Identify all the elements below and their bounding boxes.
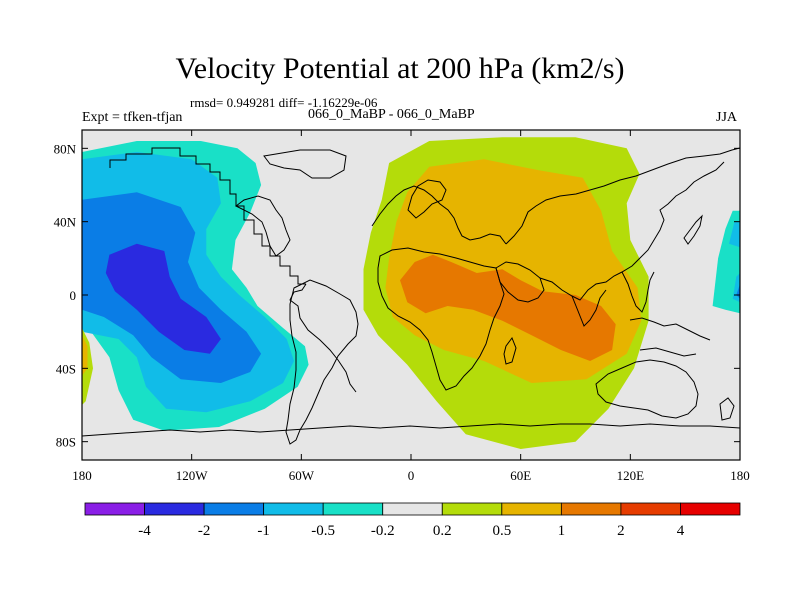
contour--2 xyxy=(105,243,221,354)
colorbar-box xyxy=(84,502,145,516)
x-axis: 180 120W 60W 0 60E 120E 180 xyxy=(72,130,750,483)
x-tick-label: 120W xyxy=(176,468,209,483)
colorbar-box xyxy=(680,502,741,516)
coastline-scandinavia xyxy=(407,179,447,219)
contour-1 xyxy=(400,254,616,361)
coastlines xyxy=(82,147,740,445)
colorbar-label: -0.5 xyxy=(311,523,335,539)
colorbar: -4 -2 -1 -0.5 -0.2 0.2 0.5 1 2 4 xyxy=(84,502,741,539)
y-tick-label: 80S xyxy=(56,435,76,450)
y-tick-label: 40N xyxy=(54,215,77,230)
colorbar-box xyxy=(382,502,443,516)
experiment-label: Expt = tfken-tfjan xyxy=(82,110,183,125)
colorbar-label: 0.5 xyxy=(492,523,511,539)
coastline-south-america xyxy=(285,279,359,445)
coastline-australia xyxy=(595,359,699,419)
coastline-japan xyxy=(683,214,703,245)
x-tick-label: 60W xyxy=(289,468,315,483)
coastline-indonesia xyxy=(629,317,711,357)
contour-fills xyxy=(82,137,740,450)
colorbar-box xyxy=(263,502,324,516)
coastline-india xyxy=(571,289,607,327)
chart-title: Velocity Potential at 200 hPa (km2/s) xyxy=(175,52,625,85)
colorbar-label: 0.2 xyxy=(433,523,452,539)
colorbar-box xyxy=(441,502,503,516)
coastline-madagascar xyxy=(503,336,517,365)
colorbar-label: -1 xyxy=(257,523,270,539)
colorbar-box xyxy=(620,502,681,516)
colorbar-label: 1 xyxy=(558,523,566,539)
coastline-north-america xyxy=(109,147,306,285)
colorbar-box xyxy=(560,502,622,516)
colorbar-label: -2 xyxy=(198,523,211,539)
coastline-central-america xyxy=(289,283,357,393)
x-tick-label: 120E xyxy=(617,468,645,483)
y-tick-label: 40S xyxy=(56,361,76,376)
contour-west-0.5 xyxy=(82,335,88,376)
colorbar-box xyxy=(203,502,265,516)
colorbar-label: 2 xyxy=(617,523,625,539)
coastline-africa xyxy=(377,247,505,391)
colorbar-label: -0.2 xyxy=(371,523,395,539)
experiments-label: 066_0_MaBP - 066_0_MaBP xyxy=(308,107,475,122)
x-tick-label: 180 xyxy=(72,468,92,483)
y-tick-label: 0 xyxy=(70,288,77,303)
season-label: JJA xyxy=(716,110,738,125)
coastline-arabia xyxy=(495,261,545,303)
colorbar-box xyxy=(501,502,562,516)
colorbar-label: 4 xyxy=(677,523,685,539)
colorbar-label: -4 xyxy=(138,523,151,539)
x-tick-label: 60E xyxy=(510,468,531,483)
y-tick-label: 80N xyxy=(54,141,77,156)
coastline-canada-east xyxy=(235,195,291,257)
colorbar-box xyxy=(144,502,205,516)
coastline-asia xyxy=(505,147,740,301)
coastline-europe xyxy=(371,185,507,245)
x-tick-label: 0 xyxy=(408,468,415,483)
stats-label: rmsd= 0.949281 diff= -1.16229e-06 xyxy=(190,95,378,110)
y-axis: 80N 40N 0 40S 80S xyxy=(54,141,740,450)
x-tick-label: 180 xyxy=(730,468,750,483)
coastline-greenland xyxy=(263,149,347,179)
coastline-antarctica xyxy=(82,423,740,437)
contour-east--0.5 xyxy=(729,221,740,248)
coastline-new-zealand xyxy=(719,397,735,421)
colorbar-box xyxy=(322,502,384,516)
coastline-indochina xyxy=(621,271,655,313)
